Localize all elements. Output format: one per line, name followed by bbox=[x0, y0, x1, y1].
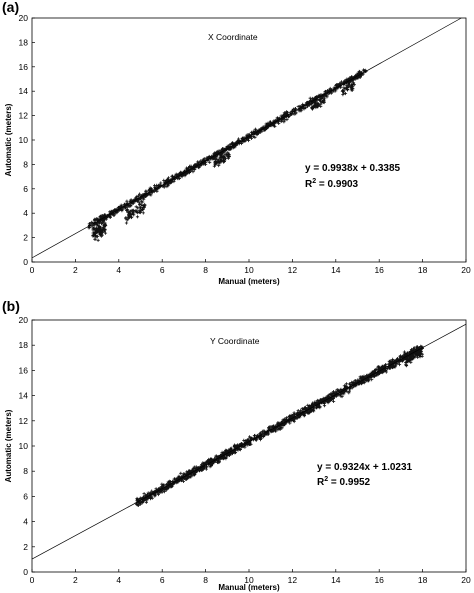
panel-a-r-label: R bbox=[305, 179, 313, 190]
x-tick-label: 14 bbox=[331, 265, 341, 275]
x-tick-label: 10 bbox=[244, 575, 254, 585]
panel-a-xlabel: Manual (meters) bbox=[218, 277, 280, 286]
panel-b-r-squared: R2 = 0.9952 bbox=[317, 476, 371, 488]
y-tick-label: 14 bbox=[19, 86, 29, 96]
x-tick-label: 4 bbox=[116, 265, 121, 275]
x-tick-label: 0 bbox=[30, 265, 35, 275]
data-point-cluster bbox=[91, 217, 108, 242]
panel-b-ylabel: Automatic (meters) bbox=[4, 409, 13, 482]
panel-b-label: (b) bbox=[2, 298, 20, 314]
data-point-cluster bbox=[124, 199, 147, 225]
data-point-cluster bbox=[340, 81, 356, 97]
x-tick-label: 18 bbox=[418, 575, 428, 585]
panel-b-fit-line bbox=[31, 323, 467, 560]
x-tick-label: 20 bbox=[461, 265, 471, 275]
panel-a-label: (a) bbox=[2, 0, 19, 15]
y-tick-label: 16 bbox=[19, 365, 29, 375]
panel-a-fit-line bbox=[31, 17, 462, 259]
panel-b-xlabel: Manual (meters) bbox=[218, 583, 280, 592]
panel-b: (b) 0 2 4 6 8 10 12 14 16 18 20 0 2 4 6 8 10 12 14 16 18 20 Y… bbox=[2, 298, 471, 592]
panel-b-points bbox=[134, 344, 424, 507]
panel-b-r-label: R bbox=[317, 477, 325, 488]
y-tick-label: 14 bbox=[19, 391, 29, 401]
data-point-cluster bbox=[134, 344, 424, 507]
y-tick-label: 10 bbox=[19, 135, 29, 145]
panel-a-ticks: 0 2 4 6 8 10 12 14 16 18 20 0 2 4 6 8 10 12 14 16 18 20 bbox=[19, 13, 471, 275]
x-tick-label: 2 bbox=[73, 265, 78, 275]
panel-a-ylabel: Automatic (meters) bbox=[4, 103, 13, 176]
x-tick-label: 6 bbox=[160, 265, 165, 275]
y-tick-label: 12 bbox=[19, 416, 29, 426]
y-tick-label: 0 bbox=[23, 567, 28, 577]
x-tick-label: 8 bbox=[203, 265, 208, 275]
x-tick-label: 12 bbox=[288, 265, 298, 275]
y-tick-label: 8 bbox=[23, 159, 28, 169]
panel-a-title: X Coordinate bbox=[208, 32, 258, 42]
y-tick-label: 8 bbox=[23, 466, 28, 476]
x-tick-label: 2 bbox=[73, 575, 78, 585]
x-tick-label: 16 bbox=[374, 265, 384, 275]
x-tick-label: 12 bbox=[288, 575, 298, 585]
panel-b-title: Y Coordinate bbox=[210, 336, 260, 346]
x-tick-label: 14 bbox=[331, 575, 341, 585]
y-tick-label: 6 bbox=[23, 491, 28, 501]
panel-b-r-value: = 0.9952 bbox=[328, 477, 370, 488]
y-tick-label: 18 bbox=[19, 340, 29, 350]
panel-b-ticks: 0 2 4 6 8 10 12 14 16 18 20 0 2 4 6 8 10 12 14 16 18 20 bbox=[19, 315, 471, 585]
x-tick-label: 10 bbox=[244, 265, 254, 275]
y-tick-label: 2 bbox=[23, 233, 28, 243]
y-tick-label: 2 bbox=[23, 542, 28, 552]
y-tick-label: 6 bbox=[23, 184, 28, 194]
panel-a-points bbox=[87, 68, 368, 242]
panel-a-equation: y = 0.9938x + 0.3385 bbox=[305, 163, 401, 174]
data-point-cluster bbox=[310, 97, 327, 111]
y-tick-label: 4 bbox=[23, 517, 28, 527]
x-tick-label: 6 bbox=[160, 575, 165, 585]
panel-a-r-value: = 0.9903 bbox=[316, 179, 358, 190]
x-tick-label: 0 bbox=[30, 575, 35, 585]
panel-a-r-squared: R2 = 0.9903 bbox=[305, 178, 359, 190]
y-tick-label: 4 bbox=[23, 208, 28, 218]
y-tick-label: 0 bbox=[23, 257, 28, 267]
panel-b-equation: y = 0.9324x + 1.0231 bbox=[317, 462, 413, 473]
y-tick-label: 12 bbox=[19, 111, 29, 121]
panel-a-r-sup: 2 bbox=[312, 178, 316, 185]
y-tick-label: 20 bbox=[19, 315, 29, 325]
x-tick-label: 20 bbox=[461, 575, 471, 585]
panel-a: (a) 0 2 4 6 8 10 12 14 16 18 20 0 2 4 6 8 10 12 14 16 18 20 X… bbox=[2, 0, 471, 286]
y-tick-label: 18 bbox=[19, 37, 29, 47]
x-tick-label: 4 bbox=[116, 575, 121, 585]
panel-b-r-sup: 2 bbox=[324, 476, 328, 483]
x-tick-label: 8 bbox=[203, 575, 208, 585]
x-tick-label: 16 bbox=[374, 575, 384, 585]
data-point-cluster bbox=[404, 346, 424, 368]
y-tick-label: 16 bbox=[19, 62, 29, 72]
y-tick-label: 20 bbox=[19, 13, 29, 23]
y-tick-label: 10 bbox=[19, 441, 29, 451]
data-point-cluster bbox=[212, 151, 231, 168]
x-tick-label: 18 bbox=[418, 265, 428, 275]
